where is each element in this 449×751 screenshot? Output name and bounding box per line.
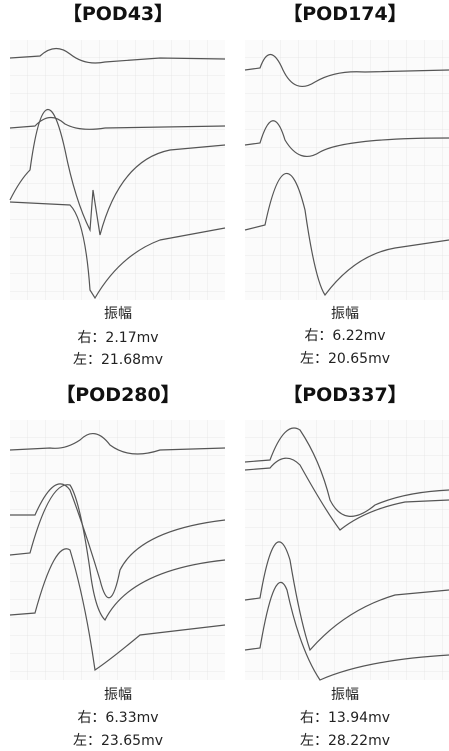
left-amplitude: 左：28.22mv (300, 733, 390, 749)
left-amplitude: 左：21.68mv (73, 352, 163, 368)
right-amplitude: 右：6.33mv (77, 710, 158, 726)
amplitude-label: 振幅 (331, 306, 359, 322)
panel: 【POD280】 振幅 右：6.33mv 左：23.65mv (10, 383, 225, 749)
waveform-image (245, 40, 449, 300)
panel: 【POD337】 振幅 右：13.94mv 左：28.22mv (245, 383, 449, 749)
amplitude-label: 振幅 (331, 687, 359, 703)
waveform-image (245, 420, 449, 680)
panel-title: 【POD280】 (56, 383, 180, 406)
panel: 【POD174】 振幅 右：6.22mv 左：20.65mv (245, 2, 449, 367)
figure: 【POD43】 振幅 右：2.17mv 左：21.68mv 【POD174】 振… (0, 0, 449, 751)
panel-title: 【POD174】 (283, 2, 407, 25)
left-amplitude: 左：20.65mv (300, 351, 390, 367)
right-amplitude: 右：6.22mv (304, 328, 385, 344)
page: 【POD43】 振幅 右：2.17mv 左：21.68mv 【POD174】 振… (0, 0, 449, 751)
right-amplitude: 右：2.17mv (77, 330, 158, 346)
panel: 【POD43】 振幅 右：2.17mv 左：21.68mv (10, 2, 225, 368)
left-amplitude: 左：23.65mv (73, 733, 163, 749)
right-amplitude: 右：13.94mv (300, 710, 390, 726)
panel-title: 【POD337】 (283, 383, 407, 406)
panel-title: 【POD43】 (63, 2, 173, 25)
waveform-image (10, 40, 225, 300)
waveform-image (10, 420, 225, 680)
amplitude-label: 振幅 (104, 687, 132, 703)
amplitude-label: 振幅 (104, 306, 132, 322)
